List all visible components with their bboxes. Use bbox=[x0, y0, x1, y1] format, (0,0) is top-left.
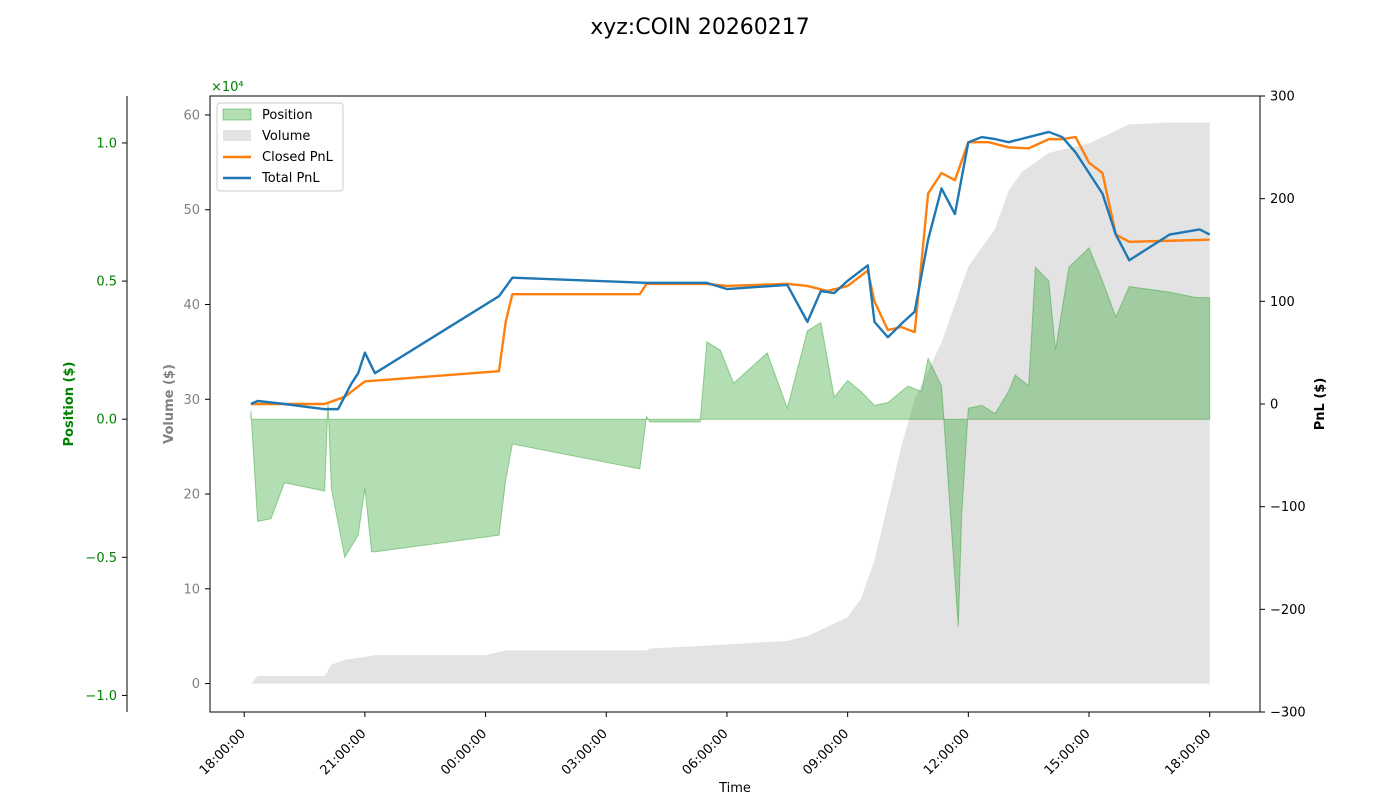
x-tick-label: 18:00:00 bbox=[197, 726, 249, 778]
pnl-tick-label: 100 bbox=[1270, 295, 1295, 310]
position-area bbox=[250, 247, 1211, 627]
x-tick-label: 21:00:00 bbox=[318, 726, 370, 778]
volume-area-layer bbox=[250, 122, 1210, 684]
volume-tick-label: 50 bbox=[183, 203, 200, 218]
position-area-layer bbox=[250, 247, 1211, 627]
volume-tick-label: 30 bbox=[183, 393, 200, 408]
position-tick-label: 1.0 bbox=[96, 136, 117, 151]
pnl-tick-label: −100 bbox=[1270, 500, 1306, 515]
pnl-axis: −300 −200 −100 0 100 200 300 bbox=[1260, 90, 1306, 721]
pnl-axis-title: PnL ($) bbox=[1313, 378, 1328, 431]
closed-pnl-line bbox=[250, 135, 1210, 406]
total-pnl-line bbox=[250, 130, 1211, 411]
legend-swatch-position bbox=[222, 108, 252, 121]
volume-tick-label: 10 bbox=[183, 582, 200, 597]
volume-tick-label: 0 bbox=[192, 677, 200, 692]
pnl-line-layer bbox=[250, 130, 1211, 411]
pnl-tick-label: 0 bbox=[1270, 398, 1278, 413]
position-tick-label: −1.0 bbox=[85, 689, 117, 704]
pnl-tick-label: 200 bbox=[1270, 192, 1295, 207]
legend-swatch-volume bbox=[223, 130, 251, 141]
legend-label-closed-pnl: Closed PnL bbox=[262, 150, 334, 165]
pnl-tick-label: −300 bbox=[1270, 706, 1306, 721]
volume-area bbox=[250, 122, 1210, 684]
position-axis-title: Position ($) bbox=[62, 362, 77, 447]
x-tick-label: 12:00:00 bbox=[921, 726, 973, 778]
legend-label-position: Position bbox=[262, 108, 313, 123]
volume-axis-multiplier: ×10⁴ bbox=[211, 80, 244, 95]
position-tick-label: −0.5 bbox=[85, 551, 117, 566]
x-tick-label: 09:00:00 bbox=[800, 726, 852, 778]
pnl-tick-label: −200 bbox=[1270, 603, 1306, 618]
x-tick-label: 06:00:00 bbox=[680, 726, 732, 778]
x-axis: 18:00:00 21:00:00 00:00:00 03:00:00 06:00:00… bbox=[197, 712, 1214, 778]
volume-axis: 0 10 20 30 40 50 60 bbox=[183, 108, 210, 692]
pnl-tick-label: 300 bbox=[1270, 90, 1295, 105]
legend-box bbox=[216, 102, 344, 192]
position-axis: −1.0 −0.5 0.0 0.5 1.0 bbox=[85, 96, 128, 712]
chart-title: xyz:COIN 20260217 bbox=[590, 15, 810, 40]
position-tick-label: 0.5 bbox=[96, 275, 117, 290]
volume-tick-label: 60 bbox=[183, 108, 200, 123]
volume-tick-label: 40 bbox=[183, 298, 200, 313]
volume-tick-label: 20 bbox=[183, 488, 200, 503]
x-tick-label: 03:00:00 bbox=[559, 726, 611, 778]
x-tick-label: 15:00:00 bbox=[1042, 726, 1094, 778]
x-axis-title: Time bbox=[718, 781, 751, 796]
position-tick-label: 0.0 bbox=[96, 413, 117, 428]
legend-label-total-pnl: Total PnL bbox=[261, 171, 320, 186]
legend-label-volume: Volume bbox=[262, 129, 310, 144]
legend: Position Volume Closed PnL Total PnL bbox=[216, 102, 344, 192]
x-tick-label: 18:00:00 bbox=[1162, 726, 1214, 778]
volume-axis-title: Volume ($) bbox=[162, 364, 177, 444]
x-tick-label: 00:00:00 bbox=[438, 726, 490, 778]
